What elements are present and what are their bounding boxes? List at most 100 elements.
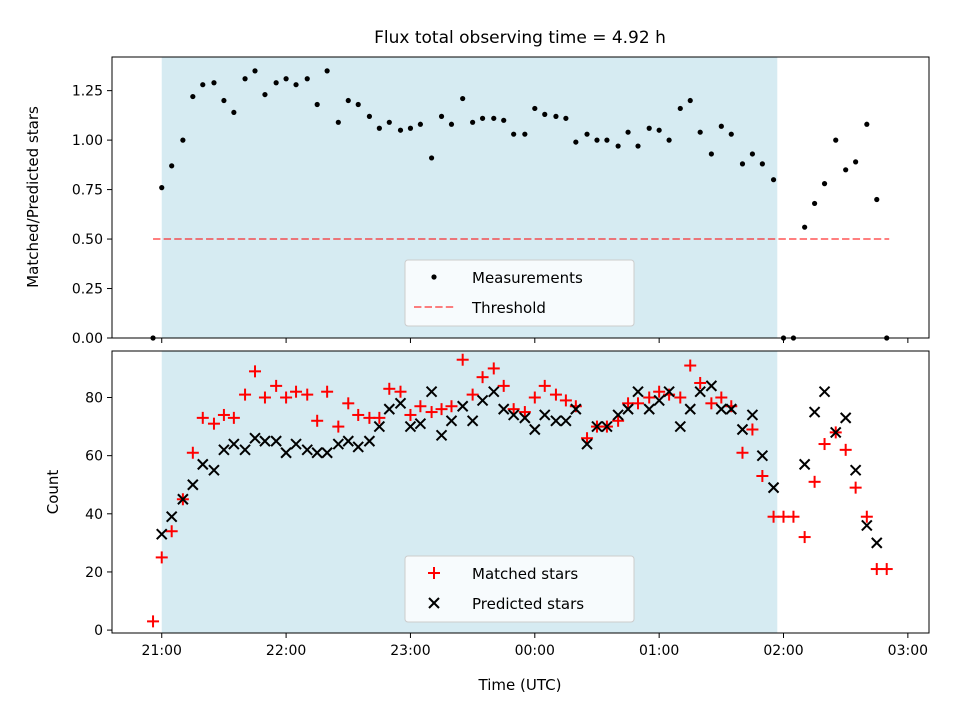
measurement-point	[262, 91, 268, 98]
predicted-star-point	[301, 444, 313, 456]
measurement-point	[200, 82, 206, 88]
measurement-point	[625, 129, 631, 135]
measurement-point	[635, 143, 641, 149]
predicted-star-point	[550, 415, 562, 427]
predicted-star-point	[394, 397, 407, 410]
measurement-point	[573, 139, 579, 145]
matched-star-point	[518, 406, 531, 419]
matched-star-point	[332, 420, 345, 433]
measurement-point	[615, 143, 621, 149]
matched-star-point	[581, 432, 594, 445]
measurement-point	[666, 137, 672, 143]
measurement-point	[522, 131, 528, 137]
measurement-point	[366, 113, 373, 119]
matched-star-point	[715, 391, 728, 404]
measurement-point	[386, 119, 392, 125]
measurement-point	[470, 119, 476, 125]
predicted-star-point	[663, 385, 675, 398]
predicted-star-point	[746, 409, 759, 421]
measurement-point	[335, 119, 341, 125]
measurement-point	[314, 101, 320, 108]
measurements-legend-marker	[431, 274, 437, 280]
matched-star-point	[196, 411, 209, 424]
measurement-point	[169, 163, 175, 169]
predicted-star-point	[756, 449, 769, 462]
measurement-point	[428, 155, 435, 161]
matched-star-point	[311, 414, 324, 427]
predicted-star-point	[622, 403, 634, 415]
measurement-point	[739, 161, 746, 167]
predicted-star-point	[404, 420, 417, 433]
bottom-y-tick-label: 80	[85, 391, 103, 407]
predicted-star-point	[270, 435, 282, 447]
measurement-point	[553, 113, 559, 119]
matched-star-point	[290, 385, 303, 398]
matched-star-point	[445, 400, 458, 413]
matched-star-point	[165, 525, 178, 538]
matched-star-point	[497, 379, 510, 392]
bottom-x-tick-label: 00:00	[515, 643, 555, 659]
bottom-x-ticks: 21:00 22:00 23:00 00:00 01:00 02:00 03:00	[142, 633, 928, 659]
top-legend: Measurements Threshold	[404, 259, 635, 327]
top-y-tick-label: 1.00	[72, 133, 103, 149]
matched-star-point	[612, 414, 625, 427]
matched-star-point	[528, 391, 541, 404]
measurement-point	[532, 105, 538, 112]
measurement-point	[874, 196, 880, 203]
predicted-star-point	[715, 403, 728, 415]
predicted-star-point	[218, 444, 230, 456]
predicted-star-point	[830, 426, 842, 439]
predicted-star-point	[239, 444, 251, 456]
measurement-point	[231, 109, 237, 116]
predicted-star-point	[425, 385, 438, 398]
measurement-point	[677, 105, 683, 112]
measurement-point	[811, 200, 818, 207]
matched-star-point	[456, 353, 469, 366]
predicted-star-point	[849, 464, 862, 476]
matched-star-point	[258, 391, 271, 404]
matched-star-point	[684, 359, 697, 372]
top-legend-box	[404, 259, 635, 327]
x-axis-label: Time (UTC)	[478, 676, 562, 694]
measurement-point	[864, 121, 870, 127]
matched-star-point	[559, 394, 572, 407]
matched-star-point	[207, 417, 220, 430]
matched-star-point	[425, 406, 438, 419]
predicted-star-point	[383, 403, 396, 415]
measurement-point	[479, 115, 486, 121]
measurement-point	[190, 93, 196, 100]
predicted-star-point	[601, 420, 613, 433]
bottom-y-tick-label: 0	[94, 623, 103, 639]
top-y-tick-label: 0.25	[72, 282, 103, 298]
measurement-point	[376, 125, 382, 131]
matched-star-point	[632, 397, 645, 410]
matched-star-point	[798, 531, 811, 544]
matched-star-points	[147, 353, 893, 628]
predicted-star-point	[653, 394, 665, 407]
predicted-star-point	[373, 420, 386, 433]
measurement-point	[252, 68, 258, 74]
predicted-star-point	[539, 409, 551, 421]
measurement-point	[728, 131, 734, 137]
measurement-point	[563, 115, 569, 121]
top-subplot: 0.00 0.25 0.50 0.75 1.00 1.25 Matched/Predict…	[24, 56, 930, 347]
predicted-star-point	[456, 400, 469, 412]
measurement-point	[853, 159, 859, 165]
predicted-star-point	[808, 406, 821, 418]
top-y-ticks: 0.00 0.25 0.50 0.75 1.00 1.25	[72, 84, 112, 347]
predicted-star-point	[311, 447, 323, 459]
matched-star-point	[880, 563, 893, 576]
predicted-star-point	[519, 412, 531, 424]
measurement-point	[397, 127, 404, 133]
predicted-star-point	[414, 417, 427, 430]
predicted-star-point	[280, 447, 292, 459]
matched-star-point	[507, 403, 520, 416]
measurement-point	[646, 125, 652, 131]
matched-star-point	[147, 615, 160, 628]
predicted-star-point	[725, 403, 737, 415]
matched-star-point	[186, 446, 199, 459]
measurement-point	[749, 151, 756, 157]
predicted-star-point	[818, 385, 831, 398]
predicted-star-point	[352, 441, 364, 453]
matched-star-point	[643, 391, 656, 404]
